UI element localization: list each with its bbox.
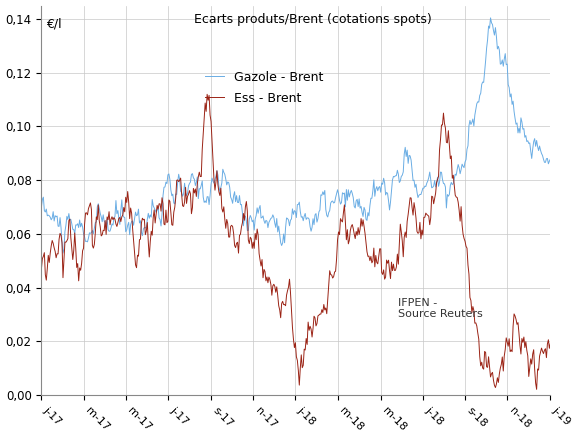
Line: Ess - Brent: Ess - Brent [42, 94, 550, 389]
Ess - Brent [547, 341, 554, 346]
Ess - Brent [176, 178, 183, 183]
Ess - Brent [51, 249, 58, 254]
Gazole - Brent [38, 205, 45, 210]
Gazole - Brent [51, 213, 58, 218]
Text: IFPEN -
Source Reuters: IFPEN - Source Reuters [398, 298, 483, 319]
Ess - Brent [437, 137, 444, 142]
Ess - Brent [444, 140, 451, 145]
Gazole - Brent [177, 189, 184, 194]
Gazole - Brent [444, 192, 451, 197]
Gazole - Brent [100, 212, 107, 217]
Gazole - Brent [437, 170, 444, 175]
Gazole - Brent [60, 251, 66, 256]
Text: Ecarts produts/Brent (cotations spots): Ecarts produts/Brent (cotations spots) [194, 13, 432, 26]
Line: Gazole - Brent: Gazole - Brent [42, 18, 550, 253]
Text: €/l: €/l [46, 17, 62, 30]
Legend: Gazole - Brent, Ess - Brent: Gazole - Brent, Ess - Brent [201, 66, 328, 110]
Gazole - Brent [487, 15, 494, 21]
Ess - Brent [533, 387, 540, 392]
Ess - Brent [203, 92, 210, 97]
Gazole - Brent [547, 156, 554, 162]
Ess - Brent [489, 370, 496, 375]
Gazole - Brent [490, 28, 497, 33]
Ess - Brent [38, 266, 45, 272]
Ess - Brent [99, 232, 106, 237]
